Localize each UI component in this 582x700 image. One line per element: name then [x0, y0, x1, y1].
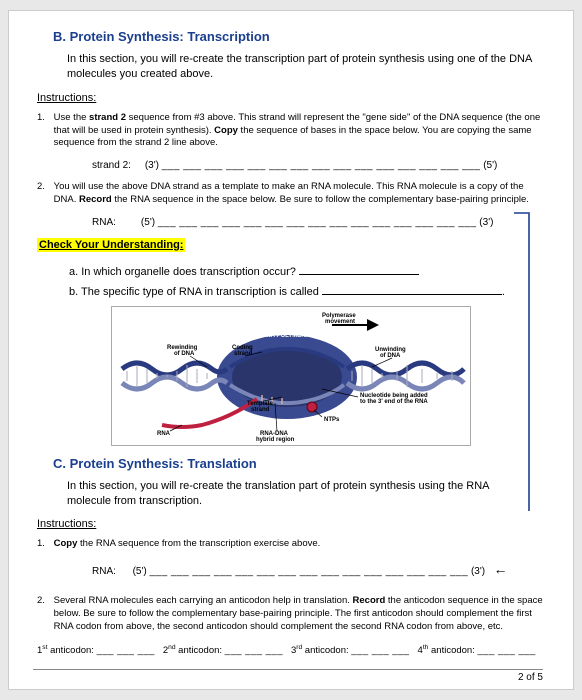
anticodon-1-label: 1st anticodon:: [37, 645, 94, 656]
item-number: 1.: [37, 112, 51, 125]
item-text: You will use the above DNA strand as a t…: [54, 181, 544, 207]
anticodon-2-label: 2nd anticodon:: [163, 645, 222, 656]
prime-3: (3'): [145, 160, 159, 171]
section-c-intro: In this section, you will re-create the …: [67, 479, 535, 509]
svg-text:hybrid region: hybrid region: [256, 437, 295, 443]
qa-text: a. In which organelle does transcription…: [69, 266, 296, 278]
qb-text: b. The specific type of RNA in transcrip…: [69, 286, 319, 298]
svg-text:strand: strand: [234, 351, 253, 357]
c-item-1: 1. Copy the RNA sequence from the transc…: [37, 538, 545, 551]
question-a: a. In which organelle does transcription…: [69, 266, 545, 278]
rna-label: RNA:: [92, 566, 116, 577]
anticodon-3-blank[interactable]: ___ ___ ___: [351, 645, 409, 656]
item-text: Use the strand 2 sequence from #3 above.…: [54, 112, 544, 150]
b-item-1: 1. Use the strand 2 sequence from #3 abo…: [37, 112, 545, 150]
strand2-line: strand 2: (3') ___ ___ ___ ___ ___ ___ _…: [92, 160, 545, 171]
svg-text:movement: movement: [325, 319, 355, 325]
arrow-left-icon: ←: [493, 561, 507, 577]
qb-blank[interactable]: [322, 294, 502, 295]
anticodon-4-blank[interactable]: ___ ___ ___: [478, 645, 536, 656]
question-b: b. The specific type of RNA in transcrip…: [69, 286, 545, 298]
lbl-rna-polymerase: RNA POLYMERASE: [262, 333, 318, 339]
seq-blanks[interactable]: ___ ___ ___ ___ ___ ___ ___ ___ ___ ___ …: [150, 566, 469, 577]
prime-5: (5'): [483, 160, 497, 171]
item-text: Copy the RNA sequence from the transcrip…: [54, 538, 544, 551]
section-b-title: B. Protein Synthesis: Transcription: [53, 29, 545, 44]
dna-left: [122, 363, 227, 389]
svg-text:of DNA: of DNA: [174, 351, 195, 357]
prime-5: (5'): [133, 566, 147, 577]
item-number: 2.: [37, 181, 51, 194]
instructions-label-c: Instructions:: [37, 518, 545, 530]
worksheet-page: B. Protein Synthesis: Transcription In t…: [8, 10, 574, 690]
check-understanding-heading: Check Your Understanding:: [37, 238, 545, 260]
check-label: Check Your Understanding:: [37, 238, 185, 252]
transcription-diagram: Polymerase movement RNA POLYMERASE Codin…: [111, 306, 471, 446]
section-b-intro: In this section, you will re-create the …: [67, 52, 535, 82]
rna-line-c: RNA: (5') ___ ___ ___ ___ ___ ___ ___ __…: [92, 561, 545, 577]
anticodon-row: 1st anticodon: ___ ___ ___ 2nd anticodon…: [37, 644, 545, 656]
seq-blanks[interactable]: ___ ___ ___ ___ ___ ___ ___ ___ ___ ___ …: [158, 217, 477, 228]
item-text: Several RNA molecules each carrying an a…: [54, 595, 544, 633]
section-c-title: C. Protein Synthesis: Translation: [53, 456, 545, 471]
prime-3: (3'): [471, 566, 485, 577]
item-number: 2.: [37, 595, 51, 608]
qa-blank[interactable]: [299, 274, 419, 275]
dna-right: [347, 363, 464, 389]
anticodon-4-label: 4th anticodon:: [418, 645, 475, 656]
lbl-ntps: NTPs: [324, 417, 340, 423]
anticodon-1-blank[interactable]: ___ ___ ___: [97, 645, 155, 656]
rna-label: RNA:: [92, 217, 116, 228]
page-footer: 2 of 5: [33, 669, 543, 683]
prime-5: (5'): [141, 217, 155, 228]
b-item-2: 2. You will use the above DNA strand as …: [37, 181, 545, 207]
svg-text:of DNA: of DNA: [380, 353, 401, 359]
c-item-2: 2. Several RNA molecules each carrying a…: [37, 595, 545, 633]
anticodon-3-label: 3rd anticodon:: [291, 645, 349, 656]
seq-blanks[interactable]: ___ ___ ___ ___ ___ ___ ___ ___ ___ ___ …: [162, 160, 481, 171]
prime-3: (3'): [479, 217, 493, 228]
svg-text:strand: strand: [251, 407, 270, 413]
anticodon-2-blank[interactable]: ___ ___ ___: [225, 645, 283, 656]
instructions-label-b: Instructions:: [37, 92, 545, 104]
item-number: 1.: [37, 538, 51, 551]
rna-line-b: RNA: (5') ___ ___ ___ ___ ___ ___ ___ __…: [92, 217, 545, 228]
lbl-rna: RNA: [157, 431, 171, 437]
svg-text:to the 3' end of the RNA: to the 3' end of the RNA: [360, 399, 428, 405]
strand2-label: strand 2:: [92, 160, 131, 171]
